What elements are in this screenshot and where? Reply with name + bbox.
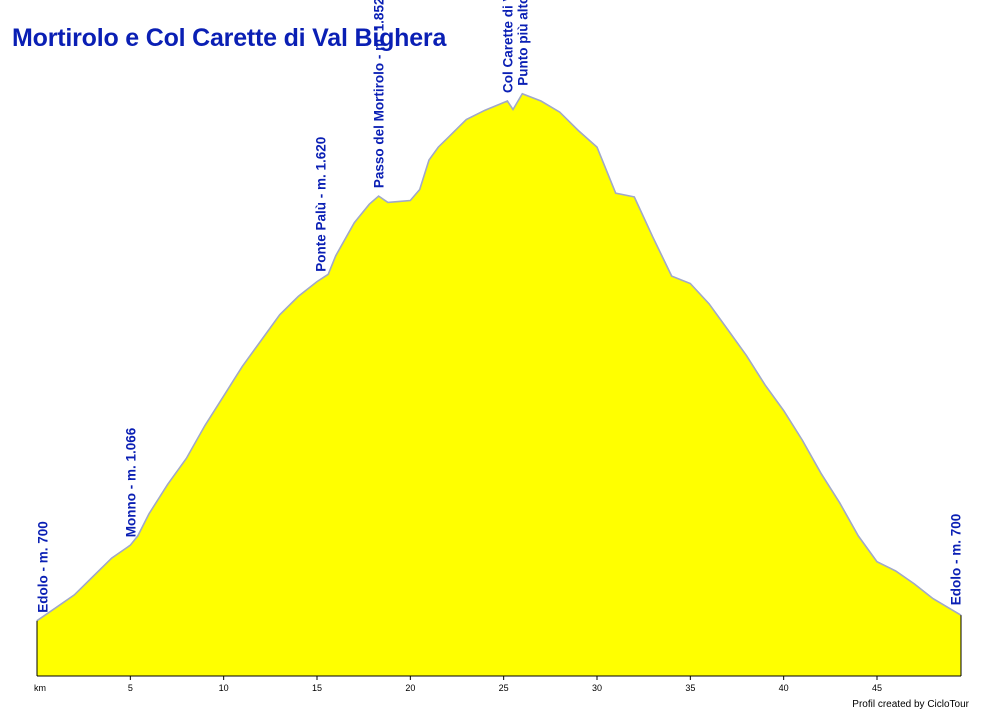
x-tick-label: 30 <box>592 683 602 693</box>
x-tick-label: 45 <box>872 683 882 693</box>
elevation-outline <box>36 92 962 622</box>
x-tick-label: 20 <box>405 683 415 693</box>
annotation-label: Monno - m. 1.066 <box>123 427 138 537</box>
annotation-labels: Edolo - m. 700 Monno - m. 1.066 Ponte Palù… <box>36 0 964 613</box>
annotation-label: Edolo - m. 700 <box>36 521 51 613</box>
x-tick-label: 35 <box>685 683 695 693</box>
x-tick-label: 5 <box>128 683 133 693</box>
credit-text: Profil created by CicloTour <box>852 699 969 709</box>
x-axis-ticks: 5 10 15 20 25 30 35 40 45 <box>128 676 882 693</box>
annotation-label: Edolo - m. 700 <box>948 514 963 606</box>
x-tick-label: 15 <box>312 683 322 693</box>
elevation-area <box>37 93 961 676</box>
x-tick-label: 10 <box>219 683 229 693</box>
annotation-label: Passo del Mortirolo - m. 1.852 <box>372 0 387 188</box>
annotation-label: Ponte Palù - m. 1.620 <box>314 137 329 272</box>
x-axis-label: km <box>34 683 46 693</box>
x-tick-label: 40 <box>779 683 789 693</box>
annotation-label: Punto più alto della strada - m 2.130 <box>515 0 530 86</box>
x-tick-label: 25 <box>499 683 509 693</box>
annotation-label: Col Carette di Val Bighera - m. 2.087 <box>500 0 515 93</box>
chart-title: Mortirolo e Col Carette di Val Bighera <box>12 24 447 52</box>
